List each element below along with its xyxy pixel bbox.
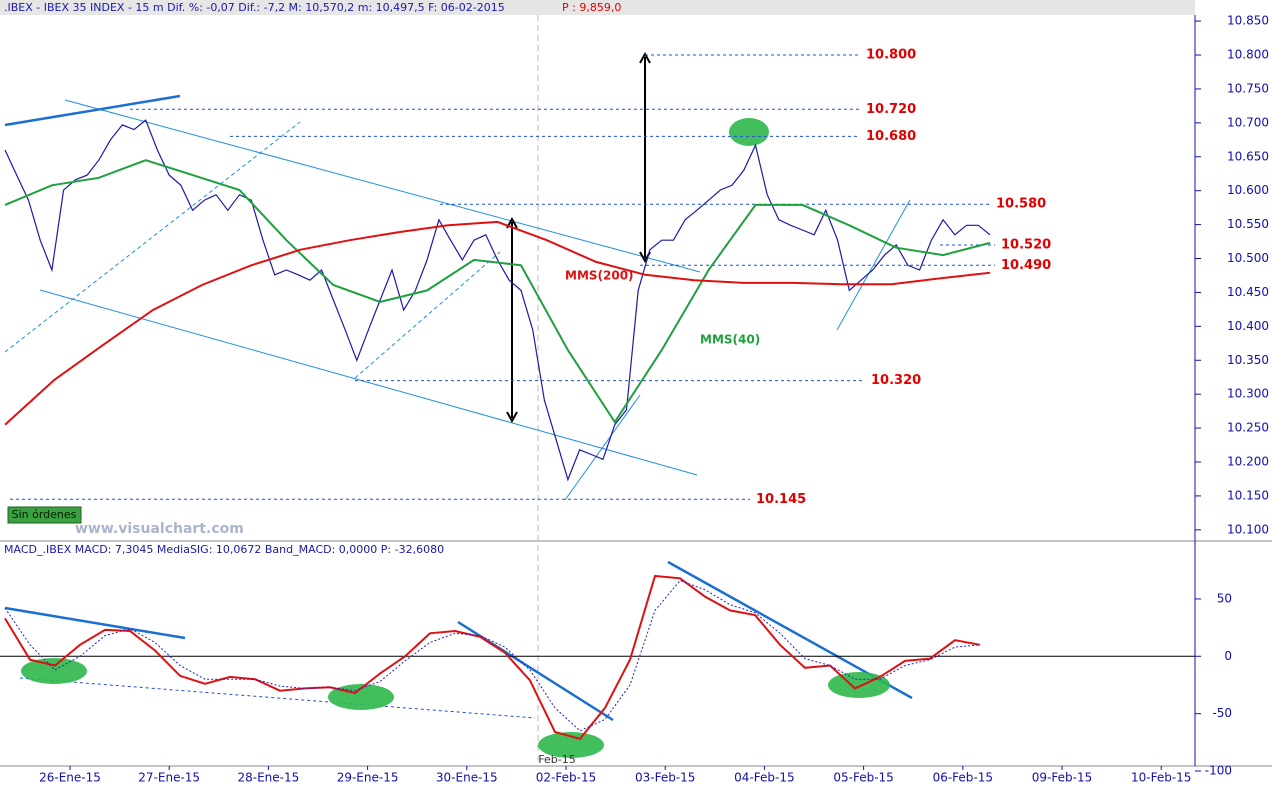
x-tick-label: 03-Feb-15	[635, 771, 695, 785]
button-label[interactable]: Sin órdenes	[12, 508, 77, 521]
y-tick-label: 50	[1217, 591, 1232, 605]
level-label: 10.145	[756, 492, 806, 507]
x-tick-label: 10-Feb-15	[1131, 771, 1191, 785]
x-tick-label: 04-Feb-15	[734, 771, 794, 785]
y-tick-label: 10.600	[1227, 183, 1269, 197]
x-tick-label: 30-Ene-15	[436, 771, 498, 785]
x-tick-label: 26-Ene-15	[39, 771, 101, 785]
y-tick-label: 10.100	[1227, 522, 1269, 536]
x-tick-label: 05-Feb-15	[833, 771, 893, 785]
x-tick-label: 02-Feb-15	[536, 771, 596, 785]
y-tick-label: 10.150	[1227, 488, 1269, 502]
y-tick-label: -100	[1205, 764, 1232, 778]
level-label: 10.320	[871, 373, 921, 388]
y-tick-label: 10.700	[1227, 115, 1269, 129]
highlights	[21, 118, 890, 758]
x-tick-label: 28-Ene-15	[238, 771, 300, 785]
y-tick-label: 10.450	[1227, 285, 1269, 299]
header: .IBEX - IBEX 35 INDEX - 15 m Dif. %: -0,…	[4, 1, 505, 14]
y-tick-label: 10.350	[1227, 353, 1269, 367]
y-tick-label: -50	[1212, 706, 1232, 720]
y-tick-label: 10.300	[1227, 387, 1269, 401]
level-label: 10.520	[1001, 237, 1051, 252]
y-tick-label: 10.750	[1227, 81, 1269, 95]
series-label: MMS(40)	[700, 333, 760, 347]
macd-header-bar	[0, 542, 1195, 557]
header-bar	[0, 0, 1195, 15]
marker-label: Feb-15	[538, 753, 575, 766]
y-tick-label: 10.650	[1227, 149, 1269, 163]
header-value: P : 9,859,0	[562, 1, 621, 14]
x-tick-label: 09-Feb-15	[1032, 771, 1092, 785]
y-tick-label: 10.500	[1227, 251, 1269, 265]
x-tick-label: 06-Feb-15	[933, 771, 993, 785]
series-line	[4, 119, 991, 482]
level-label: 10.680	[866, 129, 916, 144]
arrows	[506, 51, 651, 424]
series-label: MMS(200)	[565, 269, 634, 283]
y-tick-label: 0	[1224, 649, 1232, 663]
level-label: 10.720	[866, 102, 916, 117]
y-tick-label: 10.200	[1227, 454, 1269, 468]
macd-header: MACD_.IBEX MACD: 7,3045 MediaSIG: 10,067…	[4, 543, 444, 556]
y-tick-label: 10.400	[1227, 319, 1269, 333]
series-line	[4, 580, 981, 732]
x-tick-label: 29-Ene-15	[337, 771, 399, 785]
y-tick-label: 10.800	[1227, 48, 1269, 62]
y-tick-label: 10.250	[1227, 421, 1269, 435]
series-line	[4, 220, 991, 426]
level-label: 10.800	[866, 48, 916, 63]
button-bg[interactable]	[7, 506, 82, 524]
level-label: 10.580	[996, 197, 1046, 212]
series-line	[4, 159, 991, 424]
y-tick-label: 10.850	[1227, 14, 1269, 28]
x-tick-label: 27-Ene-15	[138, 771, 200, 785]
watermark: www.visualchart.com	[75, 521, 244, 537]
series-line	[4, 574, 981, 741]
level-label: 10.490	[1001, 258, 1051, 273]
y-tick-label: 10.550	[1227, 217, 1269, 231]
button[interactable]: Sin órdenes	[7, 506, 82, 524]
